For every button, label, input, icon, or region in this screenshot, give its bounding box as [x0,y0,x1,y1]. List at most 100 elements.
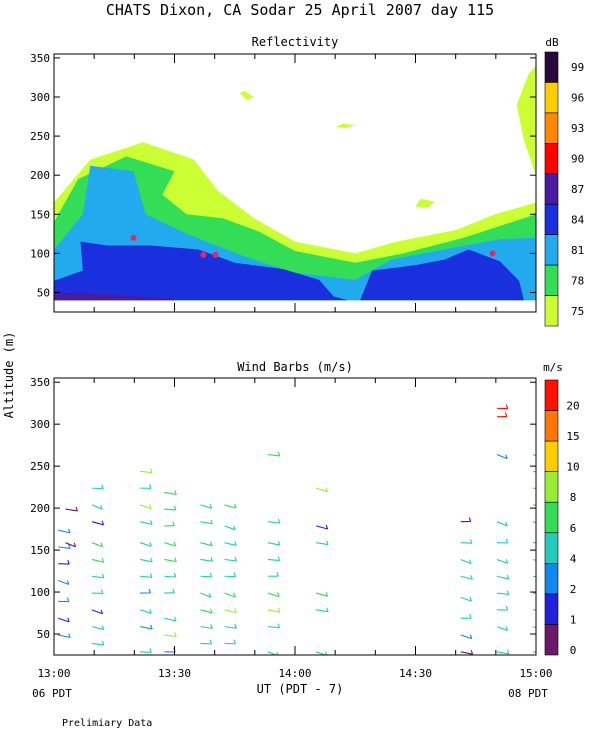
wind-barb [267,521,280,524]
wind-barb [496,521,508,527]
y-tick-label: 250 [30,460,50,473]
colorbar-swatch-99 [544,51,559,83]
speed-label: 1 [570,613,577,626]
wind-barb [460,575,473,580]
wind-barb-feather [150,557,153,562]
wind-barb-feather [233,639,237,644]
contour-level-75 [516,65,536,176]
speed-label: 6 [570,522,577,535]
wind-barb [91,521,104,526]
wind-barb-feather [172,521,175,526]
contour-level-75 [415,198,435,208]
colorbar-label: 75 [571,305,584,318]
wind-barb [164,575,176,578]
wind-barb-feather [210,608,213,614]
wind-barb-feather [149,542,152,547]
wind-barb-feather [234,556,237,562]
wind-barb [532,592,536,594]
wind-barb-feather [234,503,237,509]
footer-note: Prelimiary Data [62,718,152,729]
wind-barb-feather [505,404,509,409]
wind-barb-feather [277,556,281,561]
wind-barb [496,454,508,460]
wind-barb [460,542,472,544]
reflectivity-colorbar: 99 96 93 90 87 84 81 78 75 [544,51,585,327]
wind-barb [532,487,536,490]
wind-barb-feather [67,528,71,534]
wind-barb [532,651,536,653]
colorbar-swatch-78 [544,264,559,296]
wind-barb-feather [172,588,175,594]
wind-barb-feather [276,572,279,577]
wind-barb-feather [67,559,70,565]
wind-barb-feather [100,589,104,594]
reflectivity-peak-marker [130,234,137,241]
wind-barb-feather [174,632,177,637]
wind-barb-feather [148,484,152,489]
colorbar-label: 96 [571,92,584,105]
wind-barb [200,542,213,547]
wind-barb [496,651,509,655]
wind-barb-feather [234,623,237,629]
wind-barb-feather [210,624,213,629]
wind-barb-feather [505,521,508,526]
wind-barb [140,542,152,547]
colorbar-swatch-96 [544,82,559,114]
wind-barb-feather [67,617,70,623]
wind-barb-feather [505,559,509,564]
wind-barb [65,542,76,548]
reflectivity-title: Reflectivity [252,35,339,49]
wind-barb [91,575,104,579]
wind-barb [164,542,176,547]
wind-barb-feather [150,468,153,473]
wind-barb [315,592,328,597]
wind-barb [460,558,472,565]
wind-barb-feather [233,525,236,531]
reflectivity-colorbar-unit: dB [545,36,559,49]
y-axis-label: Altitude (m) [2,332,16,419]
wind-barb-feather [276,592,280,597]
wind-barb [315,487,328,493]
wind-barb [200,558,213,562]
speed-label: 4 [570,552,577,565]
colorbar-swatch-75 [544,295,559,327]
wind-barb-feather [468,559,472,564]
speed-label: 0 [570,644,577,657]
wind-barb [532,626,536,629]
wind-barb-feather [100,609,104,614]
wind-barb-feather [234,608,237,613]
reflectivity-peak-marker [200,251,207,258]
wind-barb-feather [542,606,544,610]
wind-barb [91,626,104,630]
wind-barb [200,575,212,578]
wind-barb [91,642,104,646]
x-left-note: 06 PDT [32,687,72,700]
wind-barb [91,609,103,615]
speed-swatch-10 [544,440,559,472]
wind-barb [91,558,104,563]
colorbar-label: 87 [571,183,584,196]
wind-barb [315,525,328,530]
wind-barb [496,592,509,596]
wind-barb [267,453,280,457]
wind-barbs-title: Wind Barbs (m/s) [237,360,353,374]
wind-barb [496,558,508,564]
reflectivity-peak-marker [489,250,496,257]
wind-barb-feather [277,607,281,613]
contour-level-75 [336,123,356,129]
wind-barb-feather [150,520,153,525]
wind-barb-feather [101,558,105,563]
wind-barb-feather [66,580,70,585]
wind-barb-feather [325,487,328,492]
wind-barb [58,634,71,639]
wind-barb [267,626,280,629]
wind-barb-feather [277,623,281,628]
wind-barb-feather [208,592,212,598]
wind-barb-feather [173,505,177,511]
y-tick-label: 100 [30,247,50,260]
wind-barb [496,575,509,580]
wind-barb [532,521,536,524]
wind-barb-feather [148,588,152,594]
wind-barb [58,529,71,534]
wind-barb-feather [505,454,508,459]
